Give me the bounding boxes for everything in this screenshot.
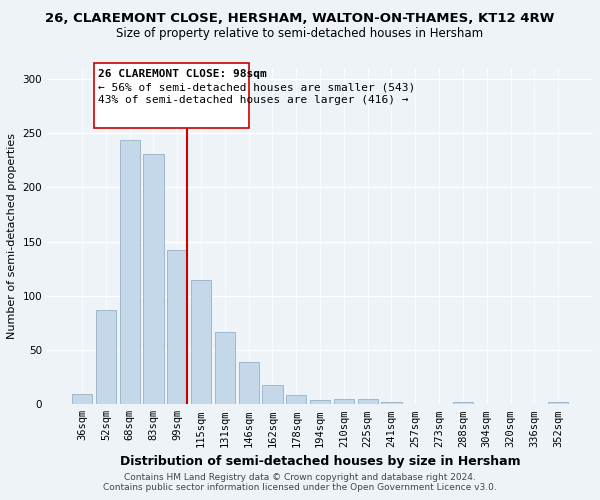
- Bar: [119, 140, 140, 404]
- Bar: [310, 400, 330, 404]
- Text: Size of property relative to semi-detached houses in Hersham: Size of property relative to semi-detach…: [116, 28, 484, 40]
- Bar: [143, 154, 164, 405]
- X-axis label: Distribution of semi-detached houses by size in Hersham: Distribution of semi-detached houses by …: [120, 455, 520, 468]
- Bar: [334, 399, 354, 404]
- Y-axis label: Number of semi-detached properties: Number of semi-detached properties: [7, 134, 17, 340]
- Bar: [262, 385, 283, 404]
- Bar: [453, 402, 473, 404]
- Bar: [72, 394, 92, 404]
- Bar: [358, 399, 378, 404]
- Text: 26, CLAREMONT CLOSE, HERSHAM, WALTON-ON-THAMES, KT12 4RW: 26, CLAREMONT CLOSE, HERSHAM, WALTON-ON-…: [46, 12, 554, 26]
- Bar: [382, 402, 401, 404]
- Bar: [191, 280, 211, 404]
- Text: Contains HM Land Registry data © Crown copyright and database right 2024.
Contai: Contains HM Land Registry data © Crown c…: [103, 473, 497, 492]
- Text: 43% of semi-detached houses are larger (416) →: 43% of semi-detached houses are larger (…: [98, 96, 408, 106]
- Bar: [215, 332, 235, 404]
- Bar: [286, 394, 307, 404]
- Bar: [167, 250, 187, 404]
- Bar: [96, 310, 116, 404]
- Bar: [239, 362, 259, 405]
- Text: 26 CLAREMONT CLOSE: 98sqm: 26 CLAREMONT CLOSE: 98sqm: [98, 69, 266, 79]
- FancyBboxPatch shape: [94, 62, 248, 128]
- Bar: [548, 402, 568, 404]
- Text: ← 56% of semi-detached houses are smaller (543): ← 56% of semi-detached houses are smalle…: [98, 82, 415, 92]
